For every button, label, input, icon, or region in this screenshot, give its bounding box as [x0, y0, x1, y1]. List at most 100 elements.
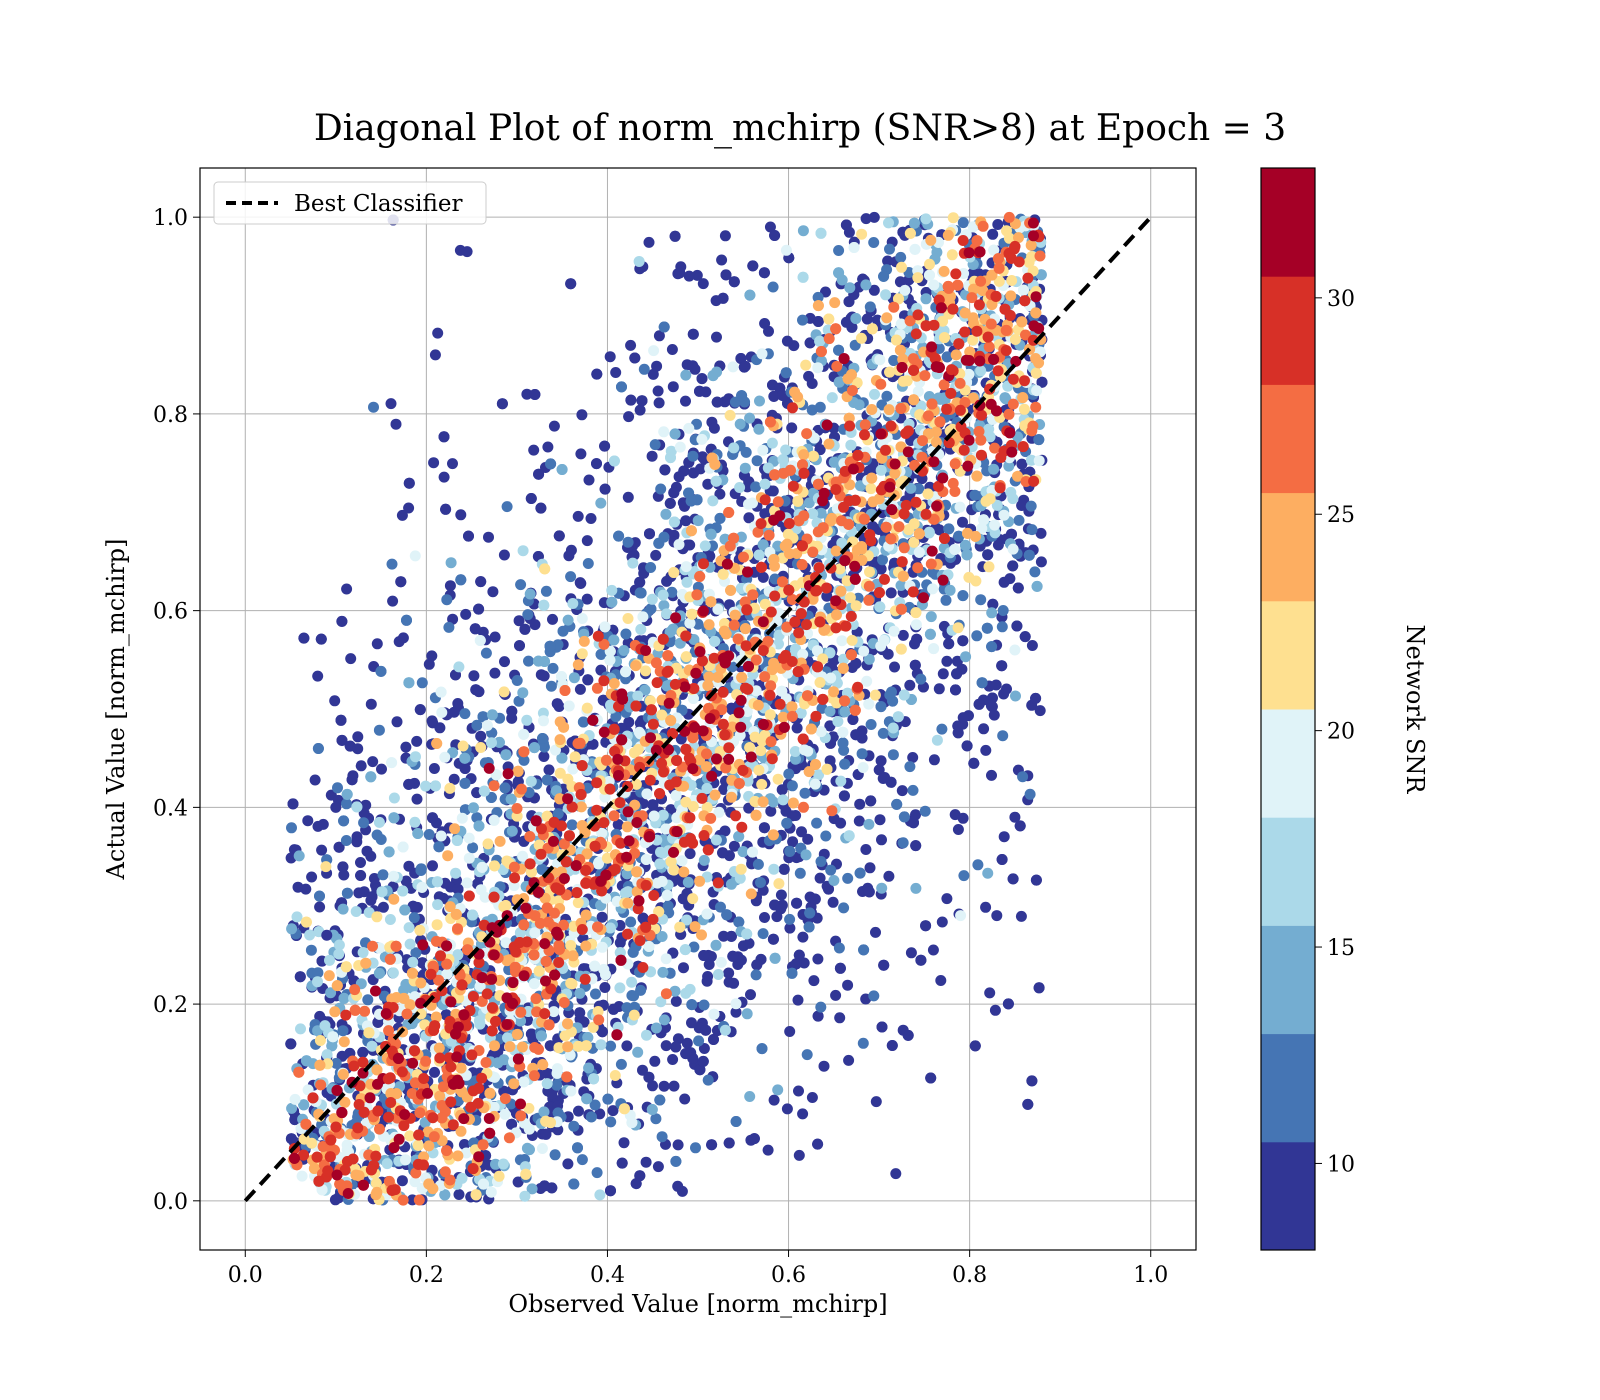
scatter-point — [396, 509, 408, 521]
scatter-point — [650, 1022, 662, 1034]
scatter-point — [548, 420, 560, 432]
scatter-point — [443, 621, 455, 633]
scatter-point — [648, 345, 660, 357]
scatter-point — [655, 846, 666, 858]
scatter-point — [952, 824, 964, 835]
scatter-point — [1031, 580, 1043, 592]
scatter-point — [854, 798, 866, 810]
scatter-point — [803, 921, 815, 933]
scatter-point — [517, 687, 529, 699]
scatter-point — [1005, 486, 1017, 498]
scatter-point — [649, 1055, 661, 1067]
scatter-point — [414, 704, 426, 716]
scatter-point — [781, 335, 793, 347]
scatter-point — [818, 1060, 830, 1072]
scatter-point — [362, 994, 374, 1006]
scatter-point — [888, 625, 900, 637]
scatter-point — [709, 635, 721, 647]
scatter-point — [874, 354, 886, 366]
scatter-point — [341, 798, 352, 810]
scatter-point — [595, 1039, 607, 1051]
scatter-point — [643, 236, 655, 248]
scatter-point — [690, 1142, 701, 1154]
scatter-point — [340, 835, 352, 846]
scatter-point — [404, 938, 416, 950]
scatter-point — [842, 979, 854, 991]
scatter-point — [416, 881, 428, 893]
scatter-point — [1035, 556, 1047, 568]
scatter-point — [908, 217, 920, 229]
scatter-point — [528, 742, 540, 754]
scatter-point — [771, 911, 783, 923]
scatter-point — [568, 1178, 580, 1190]
scatter-point — [403, 677, 415, 689]
scatter-point — [335, 714, 347, 726]
scatter-point — [937, 668, 949, 680]
scatter-point — [812, 1138, 824, 1150]
scatter-point — [658, 531, 670, 543]
scatter-point — [435, 830, 447, 842]
scatter-point — [710, 295, 722, 307]
scatter-point — [986, 607, 998, 619]
scatter-point — [632, 1046, 644, 1058]
scatter-point — [834, 962, 846, 974]
scatter-point — [1002, 998, 1014, 1010]
scatter-point — [996, 660, 1008, 672]
scatter-point — [1026, 640, 1038, 651]
scatter-point — [574, 987, 586, 999]
scatter-point — [836, 635, 848, 647]
scatter-point — [723, 1137, 735, 1149]
scatter-point — [969, 489, 981, 501]
scatter-point — [403, 860, 415, 872]
scatter-point — [769, 952, 781, 964]
scatter-point — [772, 1084, 784, 1096]
scatter-point — [865, 795, 877, 807]
scatter-point — [701, 975, 713, 987]
scatter-point — [710, 834, 722, 846]
scatter-point — [1007, 560, 1019, 572]
scatter-point — [582, 558, 594, 569]
scatter-point — [768, 1094, 780, 1106]
scatter-point — [730, 1116, 742, 1127]
scatter-point — [625, 916, 637, 928]
scatter-point — [723, 967, 735, 979]
scatter-point — [627, 946, 639, 958]
scatter-point — [568, 672, 580, 684]
scatter-point — [347, 770, 359, 782]
scatter-point — [992, 219, 1004, 230]
scatter-point — [728, 276, 740, 288]
scatter-point — [453, 1189, 465, 1200]
scatter-point — [792, 994, 804, 1006]
scatter-point — [519, 1190, 531, 1202]
scatter-point — [757, 571, 769, 583]
scatter-point — [869, 388, 880, 400]
scatter-point — [820, 830, 832, 842]
scatter-point — [656, 1131, 668, 1143]
scatter-point — [501, 501, 513, 513]
scatter-point — [736, 390, 748, 402]
scatter-point — [989, 1004, 1001, 1016]
scatter-point — [875, 563, 887, 575]
scatter-point — [907, 784, 919, 796]
scatter-point — [655, 483, 667, 495]
scatter-point — [958, 870, 970, 882]
scatter-point — [739, 360, 751, 372]
scatter-point — [784, 1026, 796, 1037]
scatter-point — [670, 995, 682, 1007]
scatter-point — [1017, 771, 1029, 783]
scatter-point — [678, 962, 689, 974]
scatter-point — [529, 927, 541, 939]
scatter-point — [684, 983, 696, 995]
scatter-point — [681, 1037, 693, 1049]
scatter-point — [395, 576, 407, 588]
scatter-point — [719, 1024, 731, 1036]
scatter-point — [427, 860, 438, 872]
scatter-point — [943, 638, 955, 650]
scatter-point — [758, 822, 770, 834]
scatter-point — [811, 817, 823, 829]
scatter-point — [801, 1049, 813, 1061]
scatter-point — [645, 562, 657, 573]
scatter-point — [711, 396, 723, 408]
scatter-point — [646, 593, 658, 605]
scatter-point — [541, 774, 553, 786]
